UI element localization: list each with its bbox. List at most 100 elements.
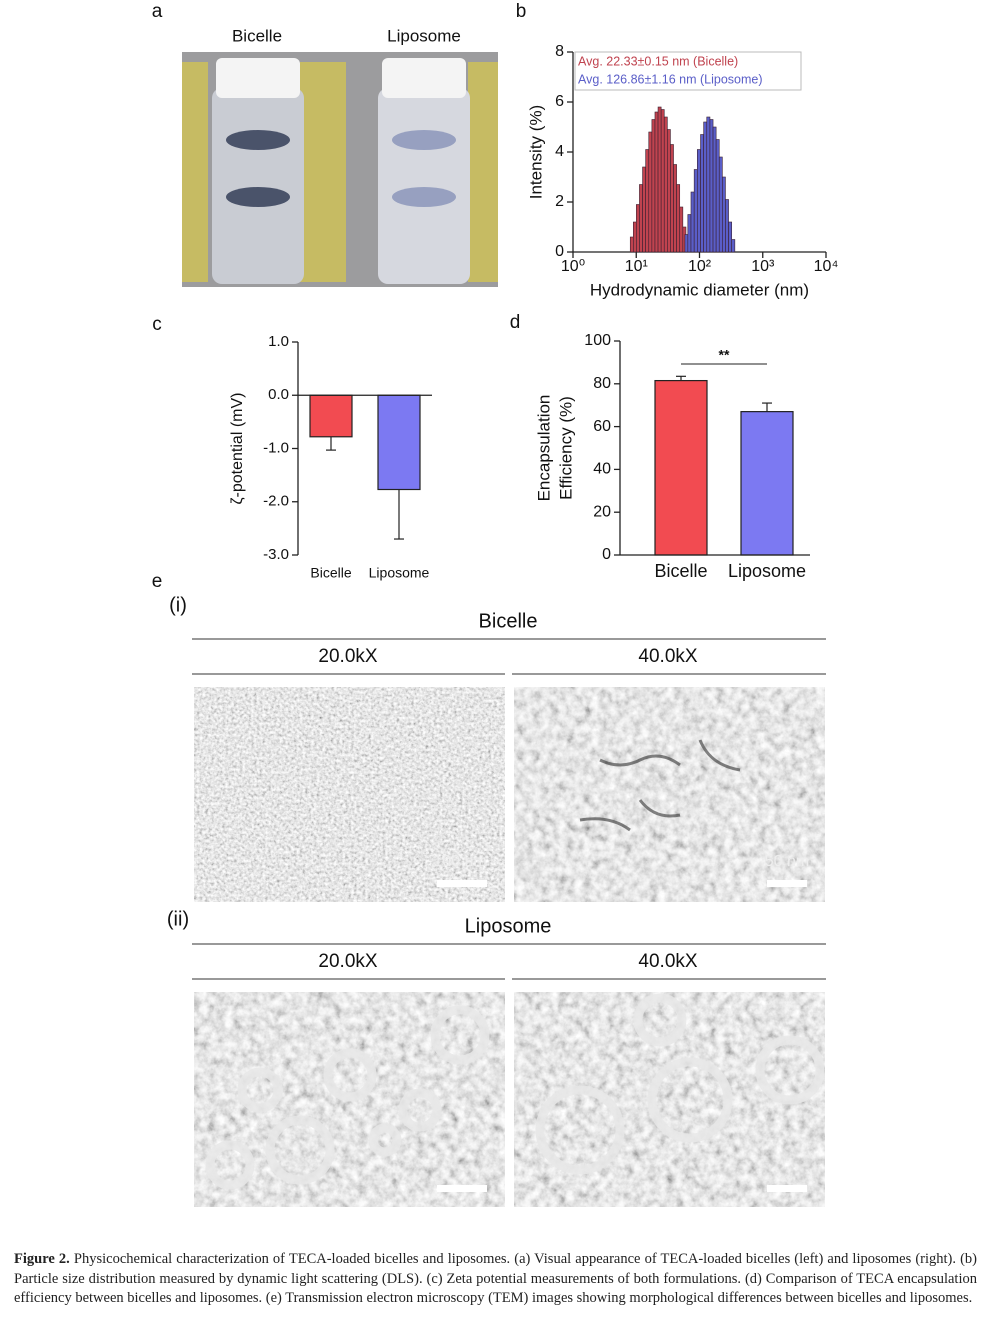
histogram-bar bbox=[645, 149, 650, 253]
row-index: (ii) bbox=[167, 908, 189, 930]
bar bbox=[377, 394, 421, 491]
y-tick-label: -1.0 bbox=[263, 439, 289, 456]
row-title: Bicelle bbox=[479, 610, 538, 632]
significance-label: ** bbox=[719, 347, 730, 363]
figure: a b c d e Bicelle Liposome (i) Bicelle 2… bbox=[152, 1, 839, 1207]
y-axis-label: Encapsulation bbox=[534, 395, 553, 502]
histogram-bar bbox=[731, 239, 736, 253]
y-tick-label: 4 bbox=[555, 143, 564, 160]
histogram-bar bbox=[673, 164, 677, 253]
photo-label: Bicelle bbox=[232, 26, 282, 45]
caption-text: Physicochemical characterization of TECA… bbox=[14, 1251, 978, 1306]
histogram-bar bbox=[709, 119, 714, 253]
photo-label: Liposome bbox=[387, 26, 461, 45]
y-tick-label: -2.0 bbox=[263, 493, 289, 510]
panel-label: d bbox=[510, 312, 521, 333]
histogram-bar bbox=[725, 199, 729, 253]
x-tick-label: Bicelle bbox=[310, 565, 351, 581]
histogram-bar bbox=[660, 109, 665, 253]
bar bbox=[654, 379, 708, 556]
histogram-bar bbox=[703, 121, 708, 253]
histogram-bar bbox=[684, 234, 689, 253]
y-tick-label: 60 bbox=[593, 418, 611, 435]
bar bbox=[309, 394, 353, 438]
y-tick-label: 100 bbox=[584, 332, 611, 349]
histogram-bar bbox=[654, 111, 659, 253]
histogram-bar bbox=[651, 119, 656, 253]
caption: Figure 2. Physicochemical characterizati… bbox=[14, 1250, 977, 1309]
magnification: 20.0kX bbox=[318, 646, 377, 667]
histogram-bar bbox=[636, 204, 640, 253]
histogram-bar bbox=[712, 126, 717, 253]
panel-label: a bbox=[152, 1, 163, 22]
histogram-bar bbox=[718, 156, 723, 253]
legend-box bbox=[574, 51, 802, 91]
y-tick-label: 0.0 bbox=[268, 386, 289, 403]
photo bbox=[182, 52, 498, 287]
histogram-bar bbox=[706, 116, 711, 253]
histogram-bar bbox=[700, 134, 704, 253]
x-tick-label: Liposome bbox=[728, 561, 806, 581]
row-index: (i) bbox=[169, 594, 187, 616]
y-tick-label: 2 bbox=[555, 193, 564, 210]
scale-bar bbox=[767, 880, 807, 887]
y-tick-label: 0 bbox=[602, 546, 611, 563]
histogram-bar bbox=[679, 206, 684, 253]
tem-panel: (i) Bicelle 20.0kX 40.0kX 100 nm 50 nm (… bbox=[167, 594, 826, 1207]
y-axis-label: Efficiency (%) bbox=[556, 396, 575, 500]
histogram-bar bbox=[633, 221, 637, 253]
histogram-bar bbox=[670, 144, 674, 253]
histogram-bar bbox=[667, 129, 671, 253]
histogram-bar bbox=[629, 236, 634, 253]
histogram-bar bbox=[642, 166, 646, 253]
tem-image bbox=[514, 687, 825, 902]
histogram-bar bbox=[728, 221, 733, 253]
y-tick-label: 6 bbox=[555, 93, 564, 110]
legend-entry: Avg. 126.86±1.16 nm (Liposome) bbox=[578, 72, 763, 86]
scale-bar bbox=[767, 1185, 807, 1192]
x-tick-label: Liposome bbox=[369, 565, 430, 581]
histogram-bar bbox=[697, 149, 701, 253]
scale-bar bbox=[437, 880, 487, 887]
scale-bar bbox=[437, 1185, 487, 1192]
magnification: 40.0kX bbox=[638, 951, 697, 972]
x-tick-label: 10⁴ bbox=[814, 258, 839, 275]
histogram-bar bbox=[676, 184, 681, 253]
caption-label: Figure 2. bbox=[14, 1251, 70, 1267]
x-tick-label: 10⁰ bbox=[561, 258, 585, 275]
magnification: 20.0kX bbox=[318, 951, 377, 972]
scale-label: 100 nm bbox=[433, 853, 486, 870]
y-axis-label: Intensity (%) bbox=[526, 105, 545, 199]
panel-label: b bbox=[516, 1, 527, 22]
vesicles bbox=[205, 993, 825, 1190]
histogram-bar bbox=[722, 176, 726, 253]
histogram-bar bbox=[648, 131, 653, 253]
x-tick-label: 10³ bbox=[751, 258, 775, 275]
y-tick-label: 40 bbox=[593, 461, 611, 478]
scale-label: 50 nm bbox=[765, 853, 809, 870]
magnification: 40.0kX bbox=[638, 646, 697, 667]
histogram-bar bbox=[693, 169, 698, 253]
x-tick-label: Bicelle bbox=[654, 561, 707, 581]
histogram-bar bbox=[663, 116, 668, 253]
y-tick-label: 8 bbox=[555, 43, 564, 60]
x-tick-label: 10¹ bbox=[625, 258, 648, 275]
bar bbox=[740, 411, 794, 556]
y-tick-label: 1.0 bbox=[268, 333, 289, 350]
histogram-bar bbox=[687, 214, 692, 253]
x-tick-label: 10² bbox=[688, 258, 712, 275]
x-axis-label: Hydrodynamic diameter (nm) bbox=[590, 280, 809, 299]
y-axis-label: ζ-potential (mV) bbox=[229, 393, 246, 505]
row-title: Liposome bbox=[465, 915, 552, 937]
histogram-bar bbox=[690, 191, 695, 253]
histogram-bar bbox=[715, 139, 720, 253]
y-tick-label: -3.0 bbox=[263, 546, 289, 563]
histogram-bar bbox=[657, 106, 662, 253]
y-tick-label: 20 bbox=[593, 503, 611, 520]
y-tick-label: 80 bbox=[593, 375, 611, 392]
histogram-bar bbox=[639, 184, 643, 253]
legend-entry: Avg. 22.33±0.15 nm (Bicelle) bbox=[578, 54, 738, 68]
panel-label: e bbox=[152, 571, 163, 592]
panel-label: c bbox=[152, 314, 162, 335]
